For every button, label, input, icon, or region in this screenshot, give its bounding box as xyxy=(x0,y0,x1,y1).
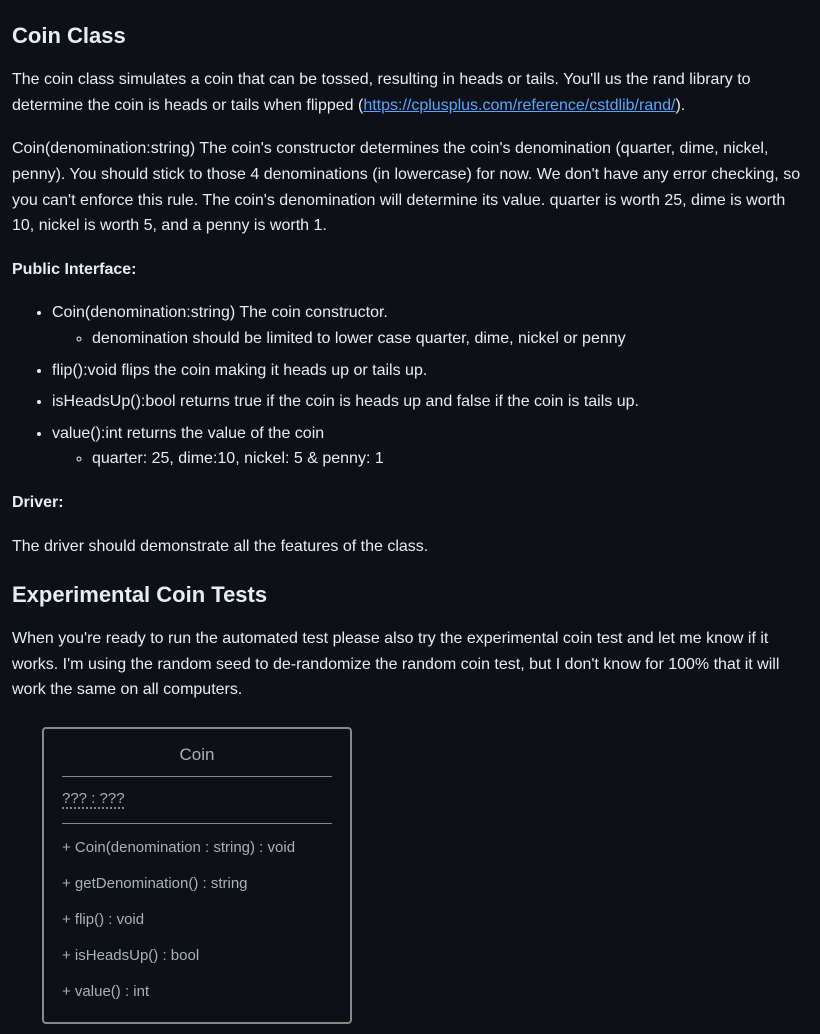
driver-label: Driver: xyxy=(12,490,808,516)
uml-diagram: Coin ??? : ??? + Coin(denomination : str… xyxy=(42,727,352,1024)
interface-list: Coin(denomination:string) The coin const… xyxy=(52,300,808,472)
heading-experimental: Experimental Coin Tests xyxy=(12,577,808,612)
list-item: isHeadsUp():bool returns true if the coi… xyxy=(52,389,808,415)
list-item: Coin(denomination:string) The coin const… xyxy=(52,300,808,351)
list-item: flip():void flips the coin making it hea… xyxy=(52,358,808,384)
paragraph-intro: The coin class simulates a coin that can… xyxy=(12,67,808,118)
paragraph-constructor: Coin(denomination:string) The coin's con… xyxy=(12,136,808,238)
list-item-text: Coin(denomination:string) The coin const… xyxy=(52,304,388,321)
list-subitem: denomination should be limited to lower … xyxy=(92,326,808,352)
uml-method: + isHeadsUp() : bool xyxy=(62,944,332,968)
uml-method: + flip() : void xyxy=(62,908,332,932)
uml-method: + getDenomination() : string xyxy=(62,872,332,896)
rand-link[interactable]: https://cplusplus.com/reference/cstdlib/… xyxy=(363,97,675,114)
list-item: value():int returns the value of the coi… xyxy=(52,421,808,472)
uml-attributes: ??? : ??? xyxy=(62,787,332,824)
uml-methods: + Coin(denomination : string) : void + g… xyxy=(62,836,332,1004)
heading-coin-class: Coin Class xyxy=(12,18,808,53)
list-subitem: quarter: 25, dime:10, nickel: 5 & penny:… xyxy=(92,446,808,472)
public-interface-label: Public Interface: xyxy=(12,257,808,283)
uml-title: Coin xyxy=(62,741,332,777)
list-item-text: value():int returns the value of the coi… xyxy=(52,425,324,442)
uml-method: + value() : int xyxy=(62,980,332,1004)
intro-text-after: ). xyxy=(675,97,685,114)
paragraph-experimental: When you're ready to run the automated t… xyxy=(12,626,808,703)
driver-text: The driver should demonstrate all the fe… xyxy=(12,534,808,560)
uml-method: + Coin(denomination : string) : void xyxy=(62,836,332,860)
